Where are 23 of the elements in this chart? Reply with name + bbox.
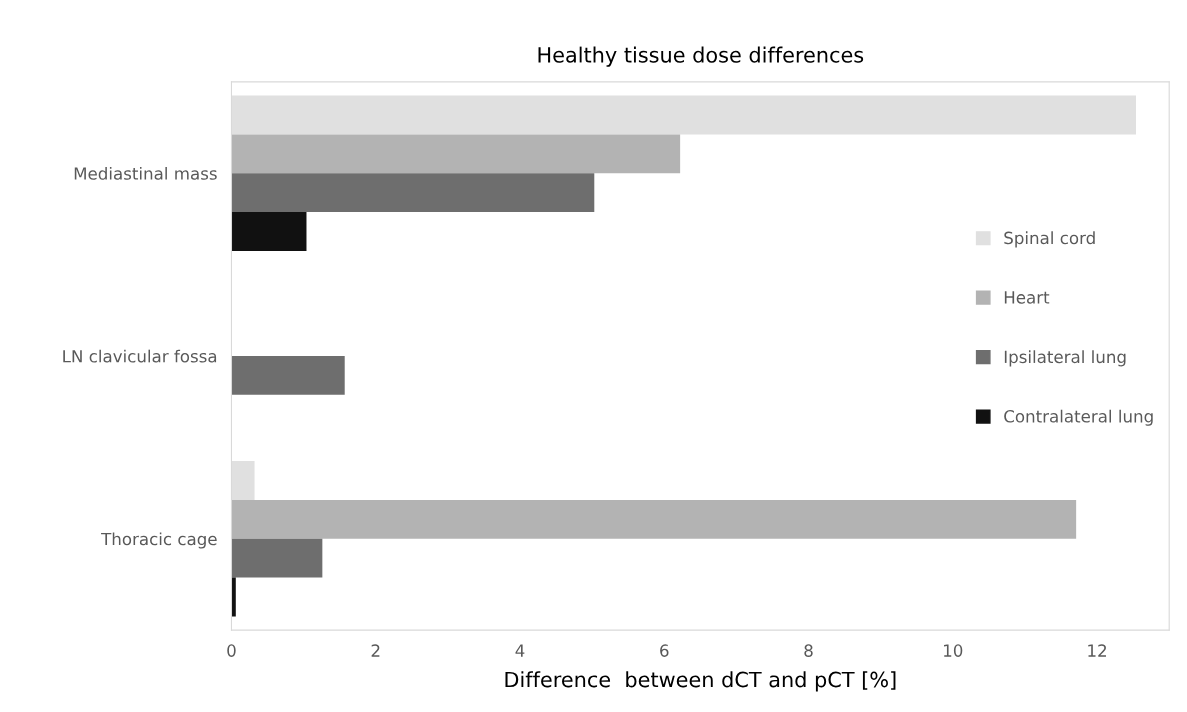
x-tick-label: 8 [804,644,813,657]
y-tick-label: Thoracic cage [101,532,217,549]
bar [231,577,236,617]
bar [231,538,323,578]
chart-title: Healthy tissue dose differences [538,46,864,67]
legend-label: Spinal cord [1004,231,1095,248]
x-tick-label: 12 [1088,644,1106,657]
bar [231,173,595,213]
y-tick-label: LN clavicular fossa [63,349,217,363]
bar [231,499,1077,539]
x-axis-title: Difference between dCT and pCT [%] [505,671,896,692]
bar [231,212,307,251]
legend-label: Contralateral lung [1004,409,1153,426]
y-tick-label: Mediastinal mass [74,166,217,180]
legend-label: Heart [1004,291,1050,304]
bar [231,134,681,174]
x-tick-label: 2 [371,644,380,657]
x-tick-label: 0 [227,644,236,657]
legend-label: Ipsilateral lung [1004,350,1126,367]
x-tick-label: 6 [660,644,669,657]
x-tick-label: 10 [944,644,963,657]
bar [231,356,345,395]
x-tick-label: 4 [515,644,525,657]
